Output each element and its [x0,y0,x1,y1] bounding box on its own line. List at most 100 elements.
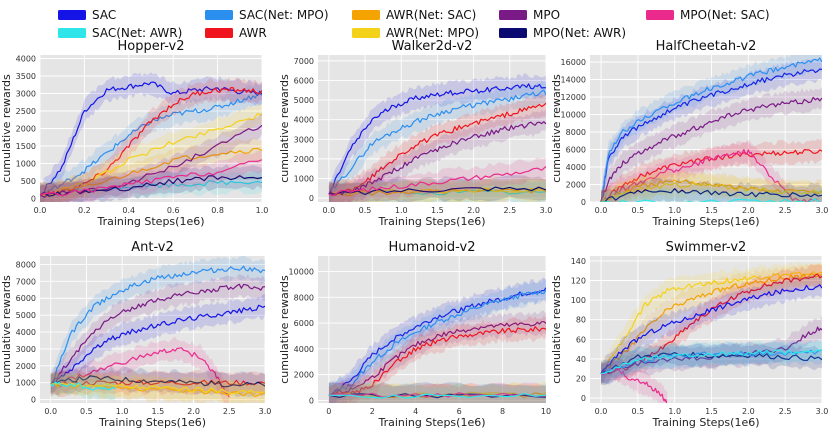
x-tick-label: 1.5 [431,206,444,215]
series-band [601,314,822,385]
series-line [328,89,546,195]
x-tick-label: 0.5 [359,206,372,215]
x-tick-label: 0.0 [322,206,335,215]
y-tick-label: 0 [31,396,36,405]
x-tick-label: 2.5 [503,206,516,215]
x-tick-label: 1.0 [668,407,681,416]
series-group [50,256,265,403]
y-tick-label: 0 [309,194,314,203]
y-tick-label: 8000 [294,293,314,302]
x-tick-label: 2.5 [223,407,236,416]
x-tick-label: 0 [326,407,331,416]
series-line [50,381,116,391]
y-tick-label: 100 [571,296,586,305]
y-tick-label: 1000 [16,160,36,169]
series-band [50,336,230,403]
series-band [40,137,262,202]
y-tick-label: 6000 [16,294,36,303]
chart-panel: 0 2000 4000 6000 8000 10000 12000 14000 16000 0.0… [550,39,828,228]
legend-swatch [352,28,380,38]
series-line [601,148,822,202]
series-line [600,179,822,202]
x-tick-label: 3.0 [816,206,829,215]
series-band [328,277,546,403]
series-line [50,304,265,385]
y-tick-label: 2000 [294,371,314,380]
chart-panel: 0 1000 2000 3000 4000 5000 6000 7000 0.0 0.5 1.0 1.… [278,39,552,228]
series-line [328,102,546,196]
legend-entry: MPO [499,8,560,22]
y-tick-label: 2000 [294,155,314,164]
chart-panel: 0 20 40 60 80 100 120 140 0.0 0.5 1.0 1.5 2.0 2.5 3.0 S… [550,240,828,429]
y-tick-label: 3000 [16,90,36,99]
series-line [50,283,265,385]
x-tick-label: 1.0 [256,206,269,215]
legend-entry: AWR(Net: MPO) [352,26,479,40]
series-line [50,375,265,388]
y-tick-label: 7000 [16,277,36,286]
series-band [328,157,546,202]
y-tick-label: 4000 [294,345,314,354]
series-line [328,289,546,397]
series-group [40,72,262,202]
series-group [328,277,546,403]
series-band [328,79,546,202]
series-line [328,186,546,196]
y-tick-label: 14000 [561,76,586,85]
x-tick-label: 0.5 [632,407,645,416]
legend-entry: MPO(Net: SAC) [646,8,770,22]
x-axis-label: Training Steps(1e6) [377,215,485,228]
series-band [40,76,262,202]
x-tick-label: 2.0 [187,407,200,416]
legend-swatch [646,10,674,20]
series-band [601,170,822,202]
y-tick-label: 1500 [16,142,36,151]
legend-swatch [205,10,233,20]
legend-label: MPO [533,8,560,22]
legend-label: MPO(Net: SAC) [680,8,770,22]
y-tick-label: 6000 [294,76,314,85]
series-group [328,73,546,202]
series-band [328,175,546,202]
x-tick-label: 0.2 [78,206,91,215]
chart-panel: 0 500 1000 1500 2000 2500 3000 3500 4000 0.0 0.2 0.… [0,39,268,228]
legend-swatch [205,28,233,38]
series-band [601,138,822,202]
y-tick-label: 20 [576,375,586,384]
legend-swatch [499,28,527,38]
x-tick-label: 1.5 [705,407,718,416]
y-tick-label: 2000 [16,125,36,134]
legend-entry: SAC(Net: AWR) [58,26,182,40]
y-tick-label: 1000 [16,379,36,388]
series-group [600,55,822,202]
x-tick-label: 0.6 [167,206,180,215]
series-band [328,73,546,202]
series-line [40,147,262,196]
series-line [328,326,546,397]
series-band [601,262,822,386]
x-axis-label: Training Steps(1e6) [96,215,204,228]
x-tick-label: 1.5 [705,206,718,215]
x-tick-label: 1.0 [116,407,129,416]
series-band [601,342,822,384]
x-tick-label: 10 [541,407,551,416]
series-line [600,182,822,202]
legend-entry: SAC [58,8,116,22]
series-group [600,262,822,403]
y-tick-label: 3500 [16,72,36,81]
x-tick-label: 2.5 [779,206,792,215]
y-tick-label: 3000 [294,135,314,144]
series-line [50,379,265,387]
y-axis-label: cumulative rewards [550,275,563,384]
y-tick-label: 12000 [561,93,586,102]
series-line [328,166,546,196]
x-tick-label: 4 [413,407,418,416]
legend-label: AWR(Net: MPO) [386,26,479,40]
x-tick-label: 0.4 [122,206,135,215]
y-tick-label: 0 [581,198,586,207]
series-band [601,87,822,202]
y-tick-label: 80 [576,316,586,325]
series-line [600,96,822,202]
series-line [600,326,822,375]
x-tick-label: 2.0 [742,206,755,215]
